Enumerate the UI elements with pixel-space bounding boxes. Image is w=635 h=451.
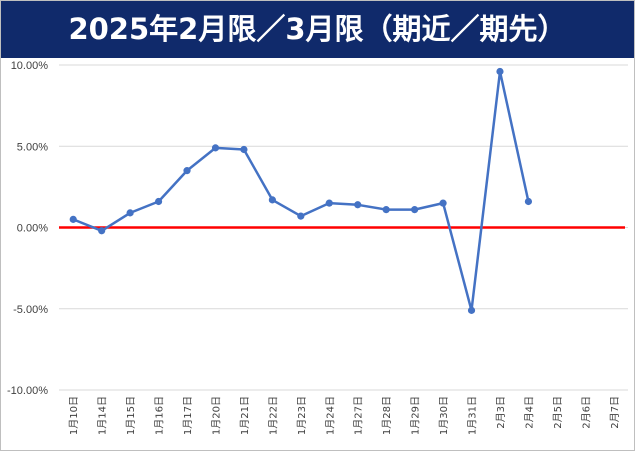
data-point (183, 167, 191, 175)
x-tick-label: 2月6日 (580, 396, 592, 429)
x-tick-label: 1月17日 (182, 396, 194, 435)
x-tick-label: 2月3日 (495, 396, 507, 429)
data-point (411, 206, 419, 214)
x-tick-label: 1月31日 (467, 396, 479, 435)
y-tick-label: 0.00% (17, 223, 48, 235)
x-tick-label: 1月30日 (438, 396, 450, 435)
data-point (524, 197, 533, 206)
data-point (382, 206, 390, 214)
x-tick-label: 1月28日 (381, 396, 393, 435)
data-point (126, 209, 134, 217)
x-tick-label: 1月27日 (353, 396, 365, 435)
data-point (467, 306, 476, 314)
x-tick-label: 1月22日 (267, 396, 279, 435)
series-line (72, 70, 530, 312)
x-tick-label: 1月15日 (125, 396, 137, 435)
data-point (211, 144, 220, 152)
x-tick-label: 1月24日 (324, 396, 336, 435)
x-tick-label: 1月20日 (210, 396, 222, 435)
x-tick-label: 2月5日 (552, 396, 564, 429)
title-banner (1, 1, 634, 58)
x-tick-label: 1月16日 (154, 396, 166, 435)
data-point (268, 196, 276, 204)
x-tick-label: 1月21日 (239, 396, 251, 435)
data-point (439, 199, 447, 207)
x-tick-label: 1月29日 (410, 396, 422, 435)
chart-title: 2025年2月限／3月限（期近／期先） (68, 12, 567, 46)
x-tick-label: 1月10日 (68, 396, 80, 435)
y-tick-label: -10.00% (7, 385, 48, 397)
data-point (98, 227, 106, 235)
x-tick-label: 1月14日 (97, 396, 109, 435)
y-tick-label: -5.00% (13, 304, 48, 316)
y-tick-label: 5.00% (17, 141, 48, 153)
x-tick-label: 2月4日 (523, 396, 535, 429)
data-point (69, 215, 77, 223)
data-point (154, 197, 163, 206)
x-tick-label: 1月23日 (296, 396, 308, 435)
data-point (354, 201, 362, 209)
y-tick-label: 10.00% (11, 60, 49, 72)
data-point (297, 212, 305, 220)
x-tick-label: 2月7日 (609, 396, 621, 429)
data-point (240, 145, 248, 154)
data-point (496, 67, 504, 76)
data-point (325, 199, 333, 207)
